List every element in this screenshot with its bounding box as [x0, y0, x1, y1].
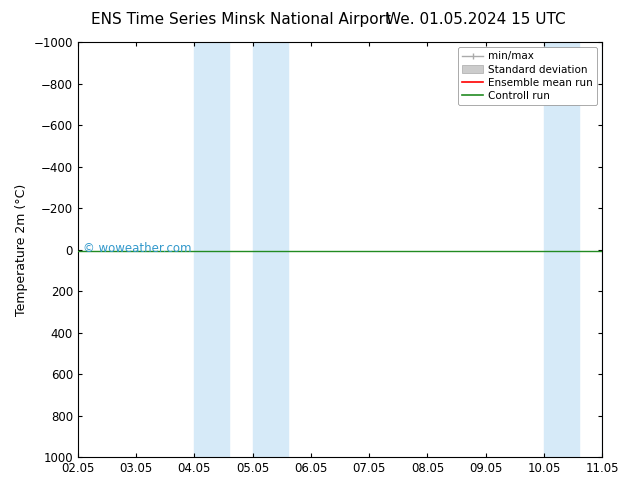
Bar	[195, 42, 230, 457]
Text: We. 01.05.2024 15 UTC: We. 01.05.2024 15 UTC	[385, 12, 566, 27]
Legend: min/max, Standard deviation, Ensemble mean run, Controll run: min/max, Standard deviation, Ensemble me…	[458, 47, 597, 105]
Bar	[544, 42, 579, 457]
Text: ENS Time Series Minsk National Airport: ENS Time Series Minsk National Airport	[91, 12, 391, 27]
Bar	[253, 42, 288, 457]
Y-axis label: Temperature 2m (°C): Temperature 2m (°C)	[15, 183, 28, 316]
Bar	[602, 42, 634, 457]
Text: © woweather.com: © woweather.com	[83, 242, 191, 255]
